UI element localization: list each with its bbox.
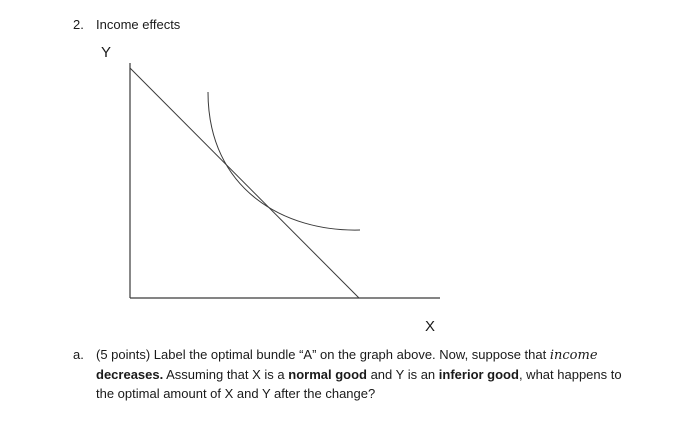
text-segment: (5 points) Label the optimal bundle “A” … [96, 347, 550, 362]
question-heading: 2. Income effects [73, 16, 180, 34]
budget-line [129, 67, 360, 299]
question-number: 2. [73, 17, 84, 32]
decreases-term: decreases. [96, 367, 164, 382]
y-axis-label: Y [101, 44, 112, 61]
part-a-text: (5 points) Label the optimal bundle “A” … [96, 345, 633, 403]
text-segment: , what happens to the optimal amount of … [96, 367, 622, 401]
question-title: Income effects [96, 17, 181, 32]
question-part-a: a. (5 points) Label the optimal bundle “… [73, 345, 633, 403]
x-axis-label: X [425, 318, 436, 335]
indifference-curve [207, 91, 361, 231]
text-segment: and Y is an [366, 367, 439, 382]
text-segment: Assuming that X is a [163, 367, 289, 382]
inferior-good-term: inferior good [438, 367, 519, 382]
part-letter: a. [73, 347, 84, 362]
normal-good-term: normal good [288, 367, 367, 382]
income-term: income [549, 348, 598, 363]
